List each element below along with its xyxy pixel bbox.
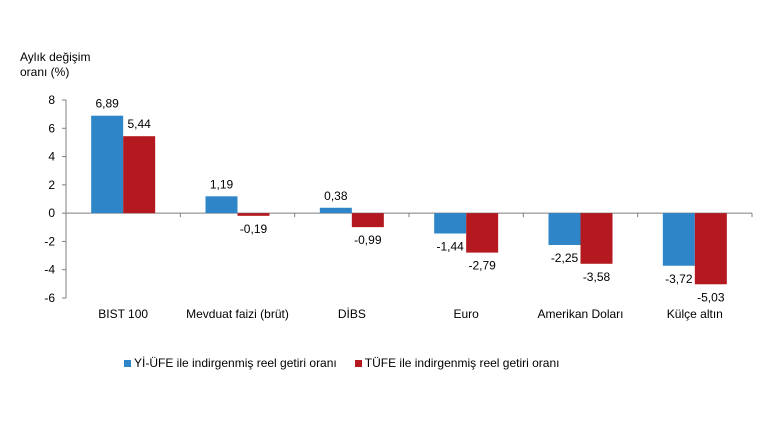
data-label: -2,25 bbox=[551, 251, 579, 265]
data-label: -5,03 bbox=[697, 290, 725, 304]
bar bbox=[694, 213, 727, 285]
bar bbox=[205, 196, 238, 214]
bar bbox=[580, 213, 613, 264]
bar bbox=[662, 213, 695, 266]
bar bbox=[351, 213, 384, 228]
data-label: -3,58 bbox=[583, 270, 611, 284]
x-category-label: Amerikan Doları bbox=[537, 307, 623, 321]
bar bbox=[319, 207, 352, 214]
data-label: 5,44 bbox=[127, 117, 151, 131]
y-axis-label-line-2: oranı (%) bbox=[20, 65, 70, 79]
y-tick-label: -4 bbox=[44, 263, 55, 277]
data-label: -1,44 bbox=[436, 240, 464, 254]
legend-label-tufe: TÜFE ile indirgenmiş reel getiri oranı bbox=[364, 356, 560, 370]
data-label: 6,89 bbox=[95, 97, 119, 111]
y-tick-label: 2 bbox=[48, 178, 55, 192]
x-category-label: Külçe altın bbox=[667, 307, 723, 321]
data-label: 0,38 bbox=[324, 189, 348, 203]
bar bbox=[91, 115, 124, 214]
data-label: -0,99 bbox=[354, 233, 382, 247]
legend: Yİ-ÜFE ile indirgenmiş reel getiri oranı… bbox=[124, 356, 578, 370]
legend-item-tufe: TÜFE ile indirgenmiş reel getiri oranı bbox=[354, 356, 560, 370]
legend-swatch-yi-ufe bbox=[124, 359, 131, 367]
x-category-label: Mevduat faizi (brüt) bbox=[186, 307, 289, 321]
y-axis-label: Aylık değişim oranı (%) bbox=[20, 50, 90, 80]
y-tick-label: 0 bbox=[48, 206, 55, 220]
y-tick-label: 8 bbox=[48, 93, 55, 107]
legend-item-yi-ufe: Yİ-ÜFE ile indirgenmiş reel getiri oranı bbox=[124, 356, 337, 370]
data-label: -2,79 bbox=[468, 259, 496, 273]
x-category-label: Euro bbox=[453, 307, 479, 321]
x-category-label: BIST 100 bbox=[98, 307, 148, 321]
legend-label-yi-ufe: Yİ-ÜFE ile indirgenmiş reel getiri oranı bbox=[134, 356, 337, 370]
data-label: -3,72 bbox=[665, 272, 693, 286]
y-axis-label-line-1: Aylık değişim bbox=[20, 50, 91, 64]
legend-swatch-tufe bbox=[354, 359, 362, 367]
y-tick-label: 6 bbox=[48, 121, 55, 135]
y-tick-label: 4 bbox=[48, 150, 55, 164]
data-label: -0,19 bbox=[240, 222, 268, 236]
x-category-label: DİBS bbox=[338, 307, 366, 321]
bar bbox=[434, 213, 467, 234]
y-tick-label: -6 bbox=[44, 291, 55, 305]
data-label: 1,19 bbox=[210, 177, 234, 191]
bar bbox=[466, 213, 499, 253]
bar bbox=[123, 136, 156, 214]
bar bbox=[548, 213, 581, 245]
bar bbox=[237, 213, 270, 216]
y-tick-label: -2 bbox=[44, 234, 55, 248]
